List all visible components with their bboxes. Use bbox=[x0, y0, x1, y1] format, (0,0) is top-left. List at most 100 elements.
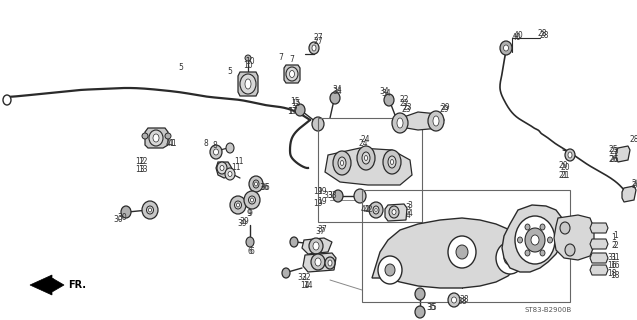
Ellipse shape bbox=[328, 260, 332, 266]
Ellipse shape bbox=[415, 288, 425, 300]
Ellipse shape bbox=[392, 210, 396, 214]
Ellipse shape bbox=[448, 293, 460, 307]
Text: 13: 13 bbox=[138, 165, 148, 174]
Ellipse shape bbox=[220, 165, 224, 171]
Polygon shape bbox=[502, 205, 564, 272]
Polygon shape bbox=[616, 146, 630, 162]
Text: 15: 15 bbox=[291, 100, 301, 108]
Ellipse shape bbox=[245, 55, 251, 61]
Text: 29: 29 bbox=[439, 106, 449, 115]
Bar bbox=[318, 118, 422, 222]
Ellipse shape bbox=[364, 156, 368, 161]
Ellipse shape bbox=[433, 116, 439, 126]
Ellipse shape bbox=[213, 149, 218, 155]
Ellipse shape bbox=[384, 94, 394, 106]
Text: 8: 8 bbox=[213, 140, 217, 149]
Text: 33: 33 bbox=[327, 191, 337, 201]
Ellipse shape bbox=[504, 251, 516, 265]
Polygon shape bbox=[216, 162, 234, 178]
Bar bbox=[362, 190, 570, 302]
Polygon shape bbox=[395, 112, 444, 130]
Text: 36: 36 bbox=[260, 183, 270, 193]
Text: 34: 34 bbox=[379, 87, 389, 97]
Text: 42: 42 bbox=[363, 205, 373, 214]
Ellipse shape bbox=[250, 198, 254, 202]
Ellipse shape bbox=[397, 118, 403, 128]
Text: 7: 7 bbox=[290, 55, 294, 65]
Text: 36: 36 bbox=[259, 183, 269, 193]
Ellipse shape bbox=[362, 152, 370, 164]
Text: 40: 40 bbox=[513, 31, 523, 41]
Ellipse shape bbox=[312, 117, 324, 131]
Ellipse shape bbox=[354, 189, 366, 203]
Ellipse shape bbox=[389, 206, 399, 218]
Ellipse shape bbox=[217, 162, 227, 174]
Ellipse shape bbox=[312, 45, 316, 51]
Ellipse shape bbox=[388, 156, 396, 168]
Text: 28: 28 bbox=[537, 29, 547, 38]
Text: 39: 39 bbox=[239, 218, 249, 227]
Ellipse shape bbox=[313, 242, 319, 250]
Ellipse shape bbox=[234, 201, 241, 209]
Ellipse shape bbox=[148, 208, 152, 212]
Polygon shape bbox=[590, 223, 608, 233]
Text: 18: 18 bbox=[610, 271, 620, 281]
Polygon shape bbox=[303, 253, 336, 272]
Ellipse shape bbox=[3, 95, 11, 105]
Text: 30: 30 bbox=[113, 215, 123, 225]
Polygon shape bbox=[385, 204, 407, 221]
Ellipse shape bbox=[290, 237, 298, 247]
Text: 32: 32 bbox=[301, 274, 311, 283]
Text: 28: 28 bbox=[629, 135, 637, 145]
Ellipse shape bbox=[142, 201, 158, 219]
Polygon shape bbox=[590, 239, 608, 249]
Ellipse shape bbox=[357, 146, 375, 170]
Text: FR.: FR. bbox=[68, 280, 86, 290]
Ellipse shape bbox=[540, 250, 545, 256]
Ellipse shape bbox=[525, 224, 530, 230]
Text: 7: 7 bbox=[278, 53, 283, 62]
Ellipse shape bbox=[503, 45, 508, 51]
Text: 21: 21 bbox=[561, 172, 569, 180]
Text: 38: 38 bbox=[457, 298, 467, 307]
Ellipse shape bbox=[253, 180, 259, 188]
Text: 26: 26 bbox=[609, 156, 619, 164]
Text: 30: 30 bbox=[117, 213, 127, 222]
Text: 8: 8 bbox=[204, 140, 208, 148]
Ellipse shape bbox=[255, 182, 257, 186]
Ellipse shape bbox=[383, 150, 401, 174]
Text: 6: 6 bbox=[248, 247, 252, 257]
Ellipse shape bbox=[515, 216, 555, 264]
Ellipse shape bbox=[565, 149, 575, 161]
Ellipse shape bbox=[165, 133, 171, 139]
Text: 25: 25 bbox=[608, 146, 618, 155]
Text: 11: 11 bbox=[231, 164, 241, 172]
Ellipse shape bbox=[236, 203, 240, 207]
Ellipse shape bbox=[496, 242, 524, 274]
Text: 6: 6 bbox=[250, 247, 254, 257]
Ellipse shape bbox=[153, 134, 159, 142]
Ellipse shape bbox=[385, 264, 395, 276]
Ellipse shape bbox=[245, 79, 251, 89]
Polygon shape bbox=[554, 215, 594, 260]
Text: 31: 31 bbox=[607, 253, 617, 262]
Text: 17: 17 bbox=[287, 108, 297, 116]
Text: 18: 18 bbox=[607, 269, 617, 278]
Ellipse shape bbox=[121, 206, 131, 218]
Ellipse shape bbox=[517, 237, 522, 243]
Text: 13: 13 bbox=[135, 165, 145, 174]
Text: 25: 25 bbox=[609, 148, 619, 156]
Ellipse shape bbox=[341, 161, 343, 165]
Text: 15: 15 bbox=[290, 98, 300, 107]
Ellipse shape bbox=[333, 190, 343, 202]
Ellipse shape bbox=[226, 143, 234, 153]
Ellipse shape bbox=[525, 250, 530, 256]
Text: 2: 2 bbox=[613, 241, 619, 250]
Text: 4: 4 bbox=[406, 211, 410, 220]
Text: 16: 16 bbox=[607, 261, 617, 270]
Ellipse shape bbox=[338, 157, 346, 169]
Ellipse shape bbox=[289, 70, 294, 77]
Text: 37: 37 bbox=[317, 226, 327, 235]
Text: 28: 28 bbox=[631, 179, 637, 188]
Ellipse shape bbox=[309, 238, 323, 254]
